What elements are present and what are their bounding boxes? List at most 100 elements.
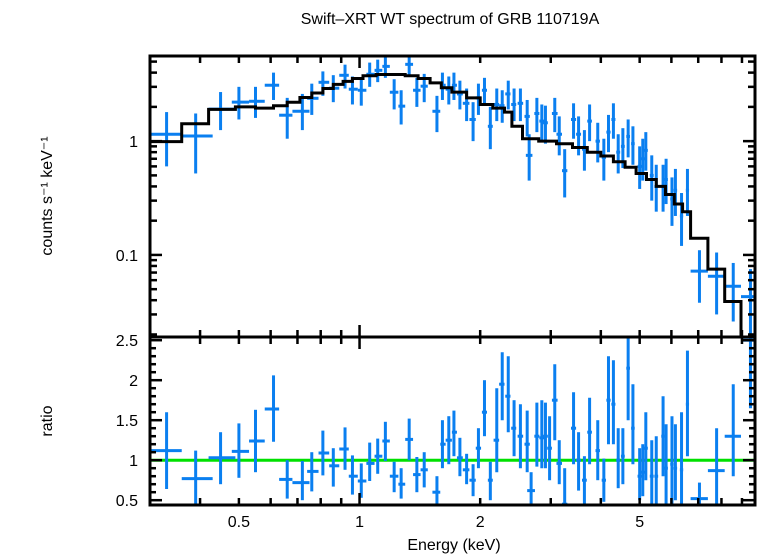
data-point: [440, 420, 446, 469]
data-point: [601, 138, 606, 181]
data-point: [670, 416, 674, 505]
data-point: [264, 72, 280, 100]
data-point: [249, 409, 265, 473]
tick-labels: 1 0.1 2.5 2 1.5 1 0.5 0.5 1 2 5: [116, 134, 644, 531]
data-point: [374, 59, 383, 83]
data-point: [181, 450, 213, 505]
y-tick-label: 2.5: [116, 333, 138, 350]
data-point: [626, 337, 631, 421]
data-point: [534, 97, 540, 133]
data-point: [643, 412, 648, 481]
data-point: [661, 396, 665, 477]
data-point: [631, 126, 635, 165]
data-point: [292, 93, 310, 131]
data-point: [525, 134, 533, 181]
chart-title: Swift–XRT WT spectrum of GRB 110719A: [301, 11, 600, 28]
data-point: [413, 457, 421, 493]
data-point: [420, 452, 428, 488]
data-point: [405, 56, 414, 77]
data-point: [249, 86, 265, 118]
x-tick-label: 0.5: [228, 514, 250, 531]
data-point: [570, 103, 577, 139]
data-point: [374, 438, 383, 474]
data-point: [389, 461, 399, 493]
data-point: [637, 146, 642, 189]
data-point: [539, 400, 545, 469]
data-point: [432, 476, 441, 505]
data-point: [511, 88, 517, 122]
data-point: [487, 106, 493, 150]
data-point: [462, 453, 470, 485]
data-point: [570, 392, 577, 465]
data-point: [626, 119, 631, 158]
data-point: [456, 437, 463, 477]
data-point: [481, 77, 488, 106]
data-point: [279, 460, 293, 499]
data-point: [601, 458, 606, 502]
data-point: [318, 430, 330, 476]
data-point: [724, 384, 741, 477]
data-point: [595, 420, 600, 481]
data-point: [707, 428, 725, 505]
data-point: [208, 432, 236, 485]
data-point: [556, 440, 562, 485]
data-point: [382, 421, 390, 461]
data-point: [456, 80, 463, 110]
ratio-data-points: [150, 337, 755, 506]
data-point: [664, 158, 668, 205]
data-point: [208, 92, 236, 131]
data-point: [724, 262, 741, 322]
y-axis-label-spectrum: counts s⁻¹ keV⁻¹: [39, 136, 56, 255]
data-point: [611, 360, 616, 445]
x-tick-label: 5: [635, 514, 644, 531]
y-tick-label: 1.5: [116, 413, 138, 430]
spectrum-data-points: [150, 56, 755, 337]
data-point: [366, 442, 375, 481]
data-point: [561, 149, 568, 198]
data-point: [493, 388, 500, 473]
data-point: [487, 461, 493, 501]
data-point: [620, 428, 625, 485]
data-point: [231, 86, 250, 120]
data-point: [587, 104, 592, 142]
data-point: [231, 423, 250, 478]
data-point: [451, 410, 457, 457]
y-tick-label: 1: [129, 453, 138, 470]
data-point: [150, 412, 182, 489]
data-point: [469, 102, 476, 142]
data-point: [445, 416, 452, 465]
data-point: [611, 103, 616, 139]
data-point: [616, 134, 621, 174]
data-point: [551, 97, 558, 133]
data-point: [606, 114, 611, 153]
data-point: [587, 397, 592, 465]
data-point: [493, 88, 500, 122]
data-point: [264, 375, 280, 442]
data-point: [499, 90, 505, 123]
data-point: [690, 250, 708, 303]
data-point: [451, 72, 457, 100]
data-point: [389, 79, 399, 110]
y-tick-label: 1: [129, 134, 138, 151]
data-point: [499, 352, 505, 421]
x-tick-label: 1: [355, 514, 364, 531]
data-point: [685, 350, 690, 457]
data-point: [556, 116, 562, 156]
y-axis-label-ratio: ratio: [39, 405, 56, 436]
spectrum-model-curve: [150, 73, 755, 339]
data-point: [679, 412, 684, 505]
data-point: [679, 193, 684, 246]
data-point: [654, 164, 659, 212]
model-step-line: [150, 73, 755, 339]
data-point: [606, 356, 611, 445]
data-point: [150, 112, 182, 167]
data-point: [534, 402, 540, 467]
data-point: [307, 452, 319, 492]
data-point: [348, 455, 358, 495]
axes-frame: [148, 54, 757, 507]
data-point: [707, 252, 725, 315]
data-point: [616, 428, 621, 489]
data-point: [543, 402, 548, 469]
data-point: [561, 468, 568, 506]
data-point: [527, 472, 535, 505]
